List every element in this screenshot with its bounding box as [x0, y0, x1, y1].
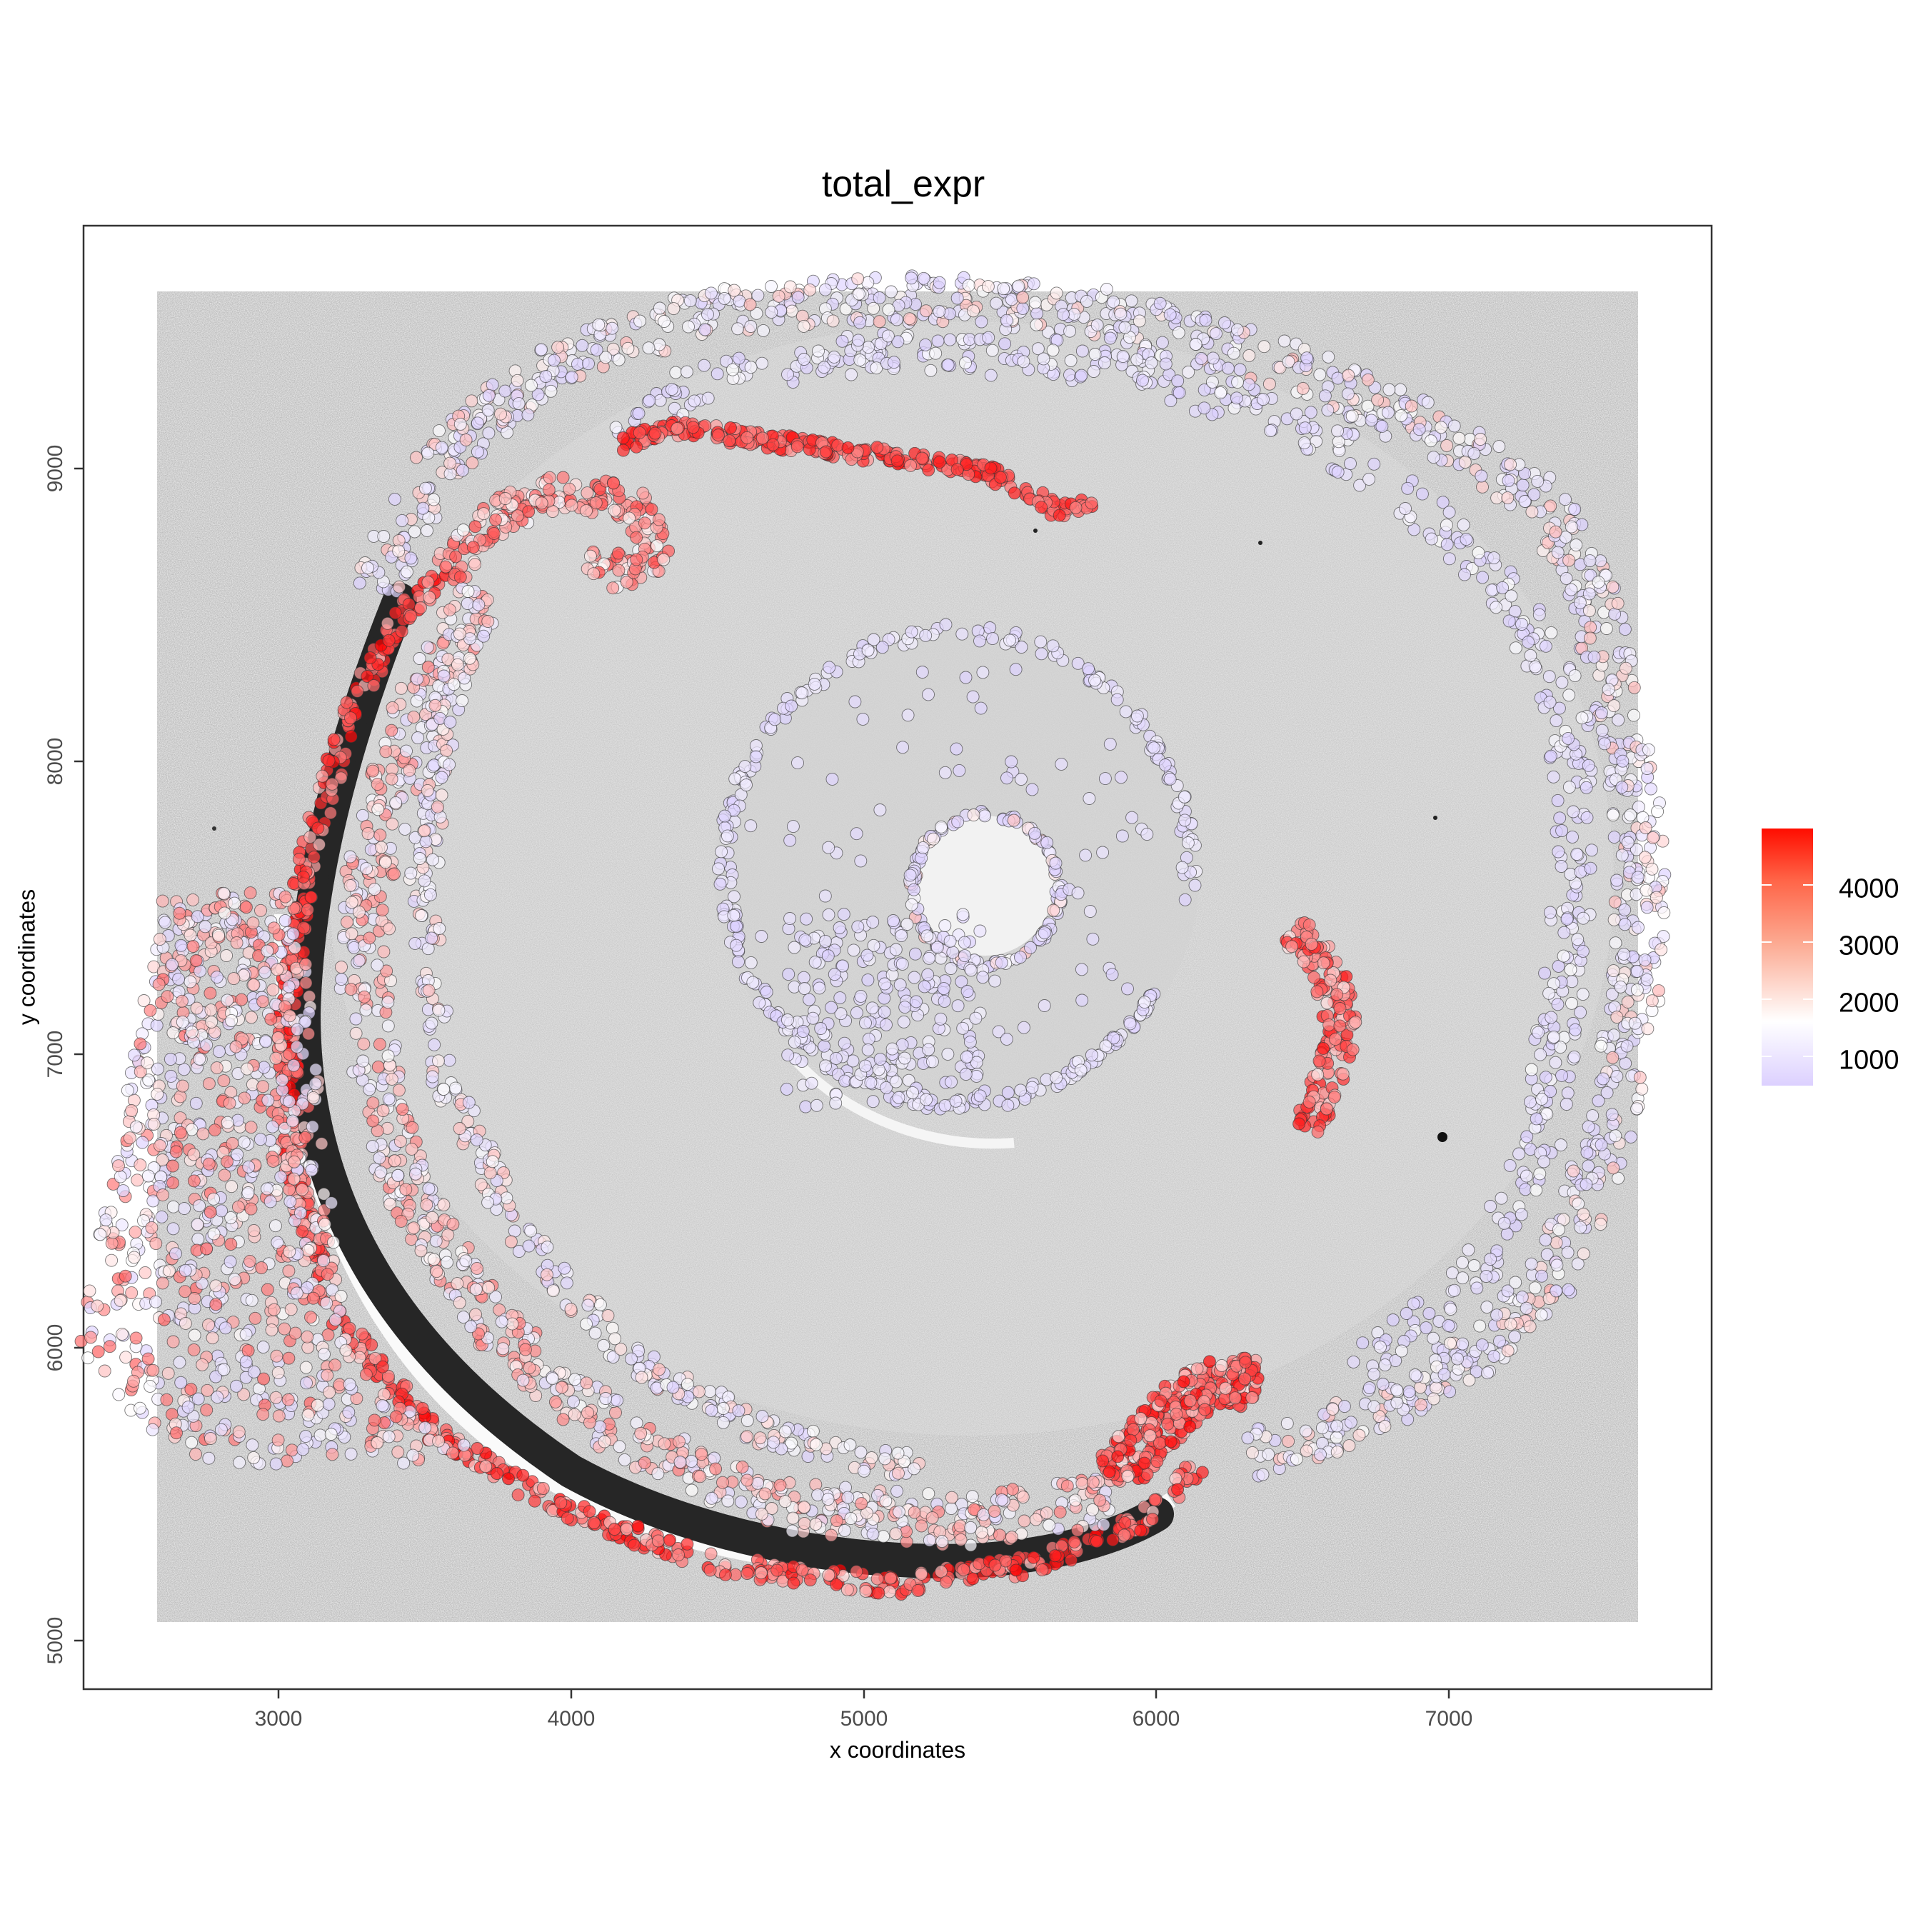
y-tick-label: 9000 — [44, 445, 68, 493]
y-tick-label: 8000 — [44, 738, 68, 786]
x-tick-label: 5000 — [840, 1707, 888, 1731]
x-tick-label: 4000 — [548, 1707, 596, 1731]
colorbar-label: 1000 — [1839, 1046, 1899, 1076]
x-tick-label: 6000 — [1133, 1707, 1180, 1731]
x-tick-label: 3000 — [255, 1707, 303, 1731]
y-tick-label: 5000 — [44, 1617, 68, 1665]
colorbar-label: 3000 — [1839, 931, 1899, 962]
chart-title: total_expr — [0, 163, 1807, 206]
colorbar-label: 4000 — [1839, 874, 1899, 905]
y-tick-label: 6000 — [44, 1324, 68, 1372]
y-axis-label: y coordinates — [14, 889, 41, 1025]
x-axis-label: x coordinates — [84, 1737, 1712, 1763]
y-axis-ticks — [74, 469, 83, 1641]
y-tick-label: 7000 — [44, 1031, 68, 1078]
x-axis-ticks — [278, 1690, 1449, 1698]
colorbar-label: 2000 — [1839, 988, 1899, 1019]
colorbar — [1762, 829, 1813, 1086]
x-tick-label: 7000 — [1425, 1707, 1473, 1731]
